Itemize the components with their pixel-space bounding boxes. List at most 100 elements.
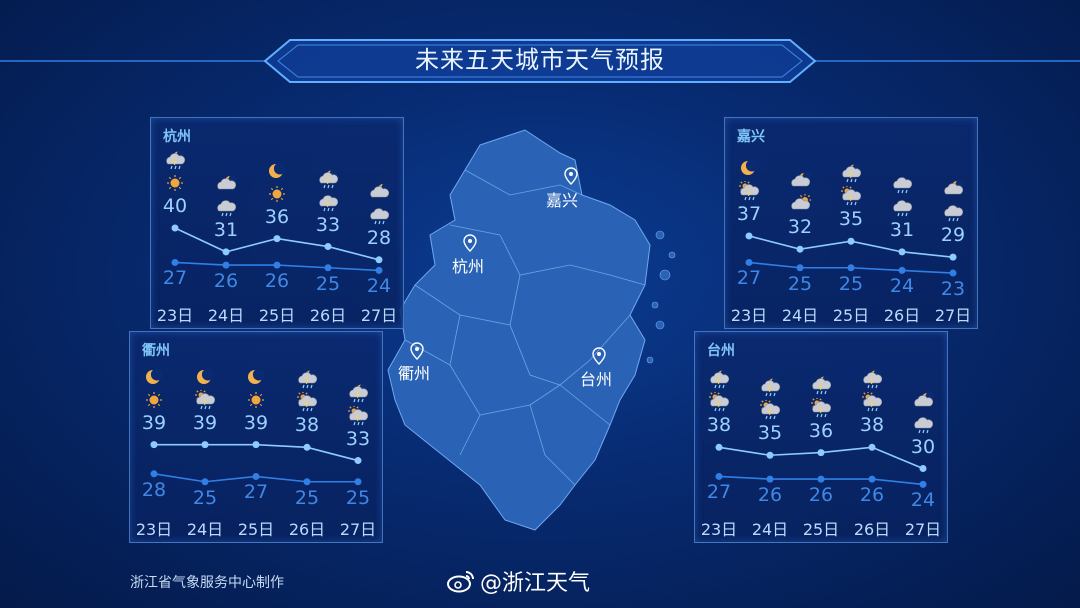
sunny-icon bbox=[164, 173, 186, 193]
low-temp-point bbox=[715, 472, 723, 480]
date-label: 27日 bbox=[339, 520, 377, 539]
date-label: 25日 bbox=[237, 520, 275, 539]
cloud-moon-thunder-rain-icon bbox=[840, 163, 862, 183]
rain-icon bbox=[942, 202, 964, 222]
high-temp-label: 31 bbox=[213, 218, 239, 241]
map-label-hangzhou: 杭州 bbox=[452, 257, 485, 276]
rain-icon bbox=[912, 414, 934, 434]
map-shape bbox=[387, 129, 676, 531]
cloud-moon-thunder-rain-icon bbox=[347, 383, 369, 403]
date-label: 25日 bbox=[802, 520, 840, 539]
sun-thunder-rain-icon bbox=[861, 391, 883, 412]
city-name: 杭州 bbox=[163, 129, 191, 145]
high-temp-label: 29 bbox=[940, 224, 966, 247]
high-temp-label: 37 bbox=[736, 202, 762, 225]
high-temp-point bbox=[375, 256, 383, 264]
high-temp-label: 39 bbox=[243, 411, 269, 434]
map-label-jiaxing: 嘉兴 bbox=[546, 191, 579, 210]
clear-night-icon bbox=[266, 161, 288, 181]
high-temp-point bbox=[324, 243, 332, 251]
low-temp-label: 26 bbox=[264, 270, 290, 293]
high-temp-point bbox=[868, 443, 876, 451]
cloud-moon-icon bbox=[789, 171, 811, 191]
date-label: 25日 bbox=[258, 306, 296, 325]
date-label: 26日 bbox=[288, 520, 326, 539]
high-temp-point bbox=[745, 232, 753, 240]
forecast-panel-jiaxing: 嘉兴 37 32 35 31 29 27 25 25 24 23 23日 24日 25日 26日 27日 bbox=[724, 117, 978, 329]
low-temp-label: 25 bbox=[315, 272, 341, 295]
city-name: 嘉兴 bbox=[737, 129, 765, 145]
date-label: 23日 bbox=[700, 520, 738, 539]
temperature-chart bbox=[150, 441, 362, 486]
low-temp-point bbox=[796, 264, 804, 272]
low-temp-point bbox=[745, 258, 753, 266]
sunny-icon bbox=[266, 184, 288, 204]
forecast-panel-taizhou: 台州 38 35 36 38 30 27 26 26 26 24 23日 24日 25日 26日 27日 bbox=[694, 331, 948, 543]
low-temp-point bbox=[847, 264, 855, 272]
sun-thunder-rain-icon bbox=[840, 185, 862, 206]
high-temp-label: 36 bbox=[808, 419, 834, 442]
date-label: 27日 bbox=[360, 306, 398, 325]
map-label-taizhou: 台州 bbox=[580, 370, 613, 389]
cloud-moon-icon bbox=[215, 174, 237, 194]
map-pin-icon bbox=[564, 167, 578, 185]
high-temp-label: 35 bbox=[757, 422, 783, 445]
high-temp-point bbox=[252, 441, 260, 449]
map-pin-icon bbox=[410, 342, 424, 360]
forecast-panel-quzhou: 衢州 39 39 39 38 33 28 25 27 25 25 23日 24日 25日 26日 27日 bbox=[129, 331, 383, 543]
clear-night-icon bbox=[143, 367, 165, 387]
temperature-chart bbox=[715, 443, 927, 488]
high-temp-point bbox=[273, 235, 281, 243]
low-temp-label: 27 bbox=[706, 481, 732, 504]
cloud-moon-thunder-rain-icon bbox=[296, 369, 318, 389]
cloud-moon-icon bbox=[368, 182, 390, 202]
low-temp-label: 24 bbox=[910, 489, 936, 512]
low-temp-point bbox=[919, 480, 927, 488]
city-name: 台州 bbox=[707, 343, 735, 359]
date-label: 24日 bbox=[781, 306, 819, 325]
low-temp-label: 25 bbox=[838, 272, 864, 295]
high-temp-point bbox=[222, 248, 230, 256]
high-temp-label: 33 bbox=[345, 427, 371, 450]
cloud-moon-thunder-rain-icon bbox=[317, 169, 339, 189]
high-temp-label: 31 bbox=[889, 218, 915, 241]
rain-icon bbox=[215, 197, 237, 217]
low-temp-label: 27 bbox=[736, 267, 762, 290]
cloud-moon-icon bbox=[912, 391, 934, 411]
date-label: 23日 bbox=[135, 520, 173, 539]
high-temp-label: 36 bbox=[264, 205, 290, 228]
date-label: 24日 bbox=[186, 520, 224, 539]
sun-thunder-rain-icon bbox=[347, 404, 369, 426]
date-label: 23日 bbox=[156, 306, 194, 325]
cloud-moon-thunder-rain-icon bbox=[810, 375, 832, 395]
high-temp-point bbox=[898, 248, 906, 256]
date-label: 27日 bbox=[904, 520, 942, 539]
low-temp-point bbox=[222, 261, 230, 269]
footer-credit: 浙江省气象服务中心制作 bbox=[130, 575, 284, 591]
cloud-moon-icon bbox=[942, 179, 964, 199]
sun-thunder-rain-icon bbox=[708, 391, 730, 412]
high-temp-point bbox=[766, 451, 774, 459]
low-temp-point bbox=[354, 478, 362, 486]
date-label: 24日 bbox=[207, 306, 245, 325]
cloud-moon-thunder-rain-icon bbox=[708, 369, 730, 389]
high-temp-label: 39 bbox=[192, 411, 218, 434]
low-temp-point bbox=[252, 472, 260, 480]
weibo-text: @浙江天气 bbox=[480, 571, 591, 596]
title-frame bbox=[0, 39, 1080, 83]
cloud-moon-thunder-rain-icon bbox=[164, 150, 186, 170]
map-label-quzhou: 衢州 bbox=[398, 364, 431, 383]
low-temp-label: 27 bbox=[162, 267, 188, 290]
rain-icon bbox=[891, 174, 913, 194]
high-temp-point bbox=[354, 457, 362, 465]
date-label: 24日 bbox=[751, 520, 789, 539]
temperature-chart bbox=[745, 232, 957, 277]
low-temp-label: 24 bbox=[366, 275, 392, 298]
low-temp-label: 26 bbox=[808, 484, 834, 507]
date-label: 27日 bbox=[934, 306, 972, 325]
weibo-handle[interactable]: @浙江天气 bbox=[446, 565, 590, 597]
low-temp-point bbox=[949, 269, 957, 277]
title-banner: 未来五天城市天气预报 bbox=[0, 38, 1080, 84]
low-temp-point bbox=[898, 266, 906, 274]
map-pin-icon bbox=[592, 347, 606, 365]
